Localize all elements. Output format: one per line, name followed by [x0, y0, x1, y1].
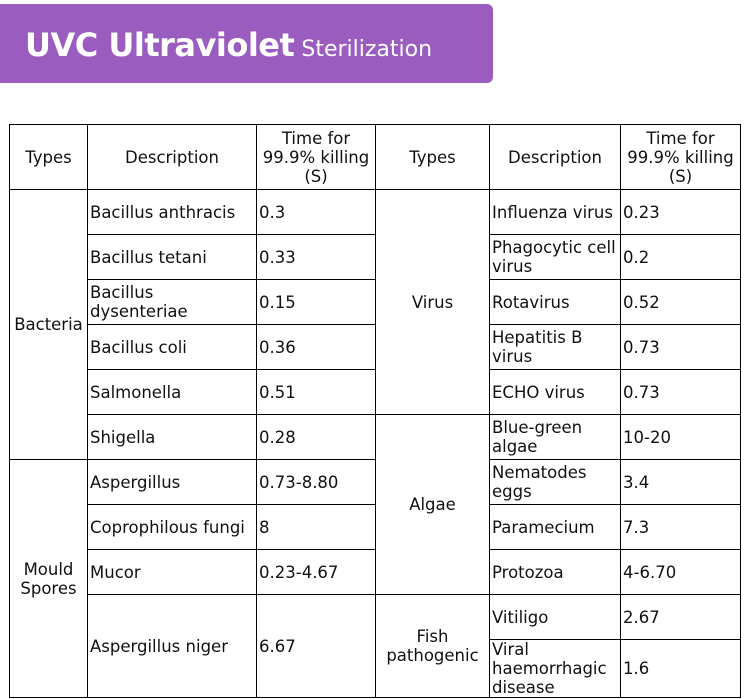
right-desc-cell: Hepatitis B virus [489, 324, 621, 370]
title-banner: UVC Ultraviolet Sterilization [0, 4, 493, 83]
right-desc-cell: Influenza virus [489, 189, 621, 235]
left-time-cell: 0.36 [256, 324, 376, 370]
group-bacteria: Bacteria [9, 189, 88, 460]
right-desc-cell: Rotavirus [489, 279, 621, 325]
left-desc-cell: Bacillus anthracis [87, 189, 257, 235]
right-time-cell: 10-20 [620, 414, 741, 460]
table-row: Bacillus tetani 0.33 Phagocytic cell vir… [10, 234, 741, 280]
left-time-cell: 0.15 [256, 279, 376, 325]
table-row: Viral haemorrhagic disease 1.6 [10, 639, 741, 698]
banner-title: UVC Ultraviolet Sterilization [25, 26, 432, 64]
left-time-cell: 8 [256, 504, 376, 550]
table-row: Shigella 0.28 Algae Blue-green algae 10-… [10, 414, 741, 595]
right-time-cell: 0.52 [620, 279, 741, 325]
left-time-cell: 0.73-8.80 [256, 459, 376, 505]
right-desc-cell: Vitiligo [489, 594, 621, 640]
banner-main-title: UVC Ultraviolet [25, 26, 295, 64]
group-algae: Algae [375, 414, 490, 595]
header-types-right: Types [375, 124, 490, 190]
banner-subtitle: Sterilization [301, 37, 433, 62]
left-desc-cell: Shigella [87, 414, 257, 460]
table-row: Aspergillus niger 6.67 Fish pathogenic V… [10, 594, 741, 698]
table-row: Coprophilous fungi 8 Paramecium 7.3 [10, 504, 741, 550]
group-fish-pathogenic: Fish pathogenic [375, 594, 490, 698]
right-desc-cell: Blue-green algae [489, 414, 621, 460]
left-time-cell: 0.3 [256, 189, 376, 235]
right-time-cell: 2.67 [620, 594, 741, 640]
left-desc-cell: Aspergillus [87, 459, 257, 505]
left-desc-cell: Bacillus coli [87, 324, 257, 370]
left-desc-cell: Mucor [87, 549, 257, 595]
right-desc-cell: ECHO virus [489, 369, 621, 415]
table-header-row: Types Description Time for 99.9% killing… [9, 124, 741, 190]
left-time-cell: 0.33 [256, 234, 376, 280]
left-time-cell: 0.51 [256, 369, 376, 415]
right-time-cell: 0.2 [620, 234, 741, 280]
right-desc-cell: Paramecium [489, 504, 621, 550]
group-virus: Virus [375, 189, 490, 415]
table-row: Bacillus dysenteriae 0.15 Rotavirus 0.52 [10, 279, 741, 325]
right-time-cell: 0.73 [620, 324, 741, 370]
right-desc-cell: Viral haemorrhagic disease [489, 639, 621, 698]
left-desc-cell: Bacillus tetani [87, 234, 257, 280]
left-desc-cell: Aspergillus niger [87, 594, 257, 698]
right-time-cell: 1.6 [620, 639, 741, 698]
right-time-cell: 7.3 [620, 504, 741, 550]
header-time-right: Time for 99.9% killing (S) [620, 124, 741, 190]
header-types-left: Types [9, 124, 88, 190]
right-time-cell: 0.73 [620, 369, 741, 415]
right-desc-cell: Nematodes eggs [489, 459, 621, 505]
right-time-cell: 0.23 [620, 189, 741, 235]
header-time-left: Time for 99.9% killing (S) [256, 124, 376, 190]
table-row: Bacteria Bacillus anthracis 0.3 Virus In… [9, 189, 741, 460]
left-desc-cell: Salmonella [87, 369, 257, 415]
group-mould-spores: Mould Spores [9, 459, 88, 698]
left-time-cell: 6.67 [256, 594, 376, 698]
table-row: Mucor 0.23-4.67 Protozoa 4-6.70 [10, 549, 741, 595]
table-row: Mould Spores Aspergillus 0.73-8.80 Nemat… [9, 459, 741, 698]
table-row: Bacillus coli 0.36 Hepatitis B virus 0.7… [10, 324, 741, 370]
left-desc-cell: Bacillus dysenteriae [87, 279, 257, 325]
right-time-cell: 4-6.70 [620, 549, 741, 595]
header-description-left: Description [87, 124, 257, 190]
table-row: Salmonella 0.51 ECHO virus 0.73 [10, 369, 741, 415]
header-description-right: Description [489, 124, 621, 190]
right-desc-cell: Phagocytic cell virus [489, 234, 621, 280]
uvc-killing-time-table: Types Description Time for 99.9% killing… [9, 124, 741, 698]
left-time-cell: 0.23-4.67 [256, 549, 376, 595]
left-desc-cell: Coprophilous fungi [87, 504, 257, 550]
left-time-cell: 0.28 [256, 414, 376, 460]
right-time-cell: 3.4 [620, 459, 741, 505]
right-desc-cell: Protozoa [489, 549, 621, 595]
